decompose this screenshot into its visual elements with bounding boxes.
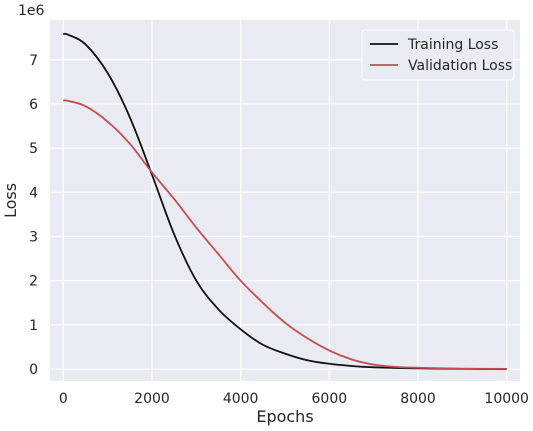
- x-tick-label: 0: [59, 391, 68, 407]
- y-axis-label: Loss: [1, 183, 20, 218]
- x-tick-label: 6000: [312, 391, 348, 407]
- x-tick-label: 2000: [134, 391, 170, 407]
- x-axis-label: Epochs: [256, 407, 313, 426]
- y-tick-label: 4: [29, 185, 38, 201]
- x-tick-label: 4000: [223, 391, 259, 407]
- y-tick-label: 2: [29, 274, 38, 290]
- grid-lines: [50, 20, 520, 381]
- y-tick-labels: 0 1 2 3 4 5 6 7: [29, 53, 38, 378]
- x-tick-labels: 0 2000 4000 6000 8000 10000: [59, 391, 529, 407]
- series-lines: [63, 32, 507, 370]
- legend-label-validation-loss: Validation Loss: [408, 58, 512, 74]
- y-tick-label: 7: [29, 53, 38, 69]
- y-multiplier-label: 1e6: [18, 3, 45, 19]
- y-tick-label: 1: [29, 318, 38, 334]
- validation-loss-line: [63, 99, 507, 370]
- legend-box: [361, 29, 515, 81]
- x-tick-label: 10000: [484, 391, 529, 407]
- y-tick-label: 5: [29, 141, 38, 157]
- training-loss-line: [63, 32, 507, 370]
- x-tick-label: 8000: [400, 391, 436, 407]
- y-tick-label: 3: [29, 230, 38, 246]
- y-tick-label: 6: [29, 97, 38, 113]
- y-tick-label: 0: [29, 362, 38, 378]
- legend: Training Loss Validation Loss: [361, 29, 515, 81]
- legend-label-training-loss: Training Loss: [407, 37, 498, 53]
